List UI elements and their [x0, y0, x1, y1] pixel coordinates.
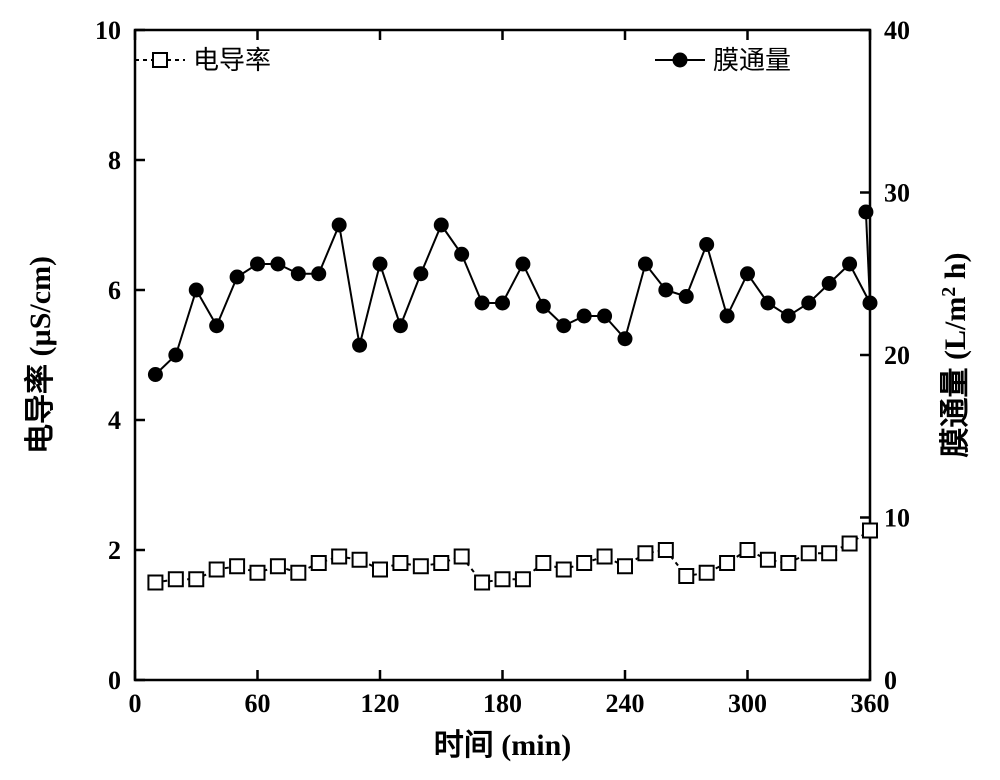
x-tick-label: 300 [728, 689, 767, 718]
yl-tick-label: 2 [108, 536, 121, 565]
marker-conductivity [414, 559, 428, 573]
yr-tick-label: 30 [884, 179, 910, 208]
marker-flux [679, 290, 693, 304]
marker-conductivity [496, 572, 510, 586]
yr-tick-label: 0 [884, 666, 897, 695]
marker-conductivity [720, 556, 734, 570]
marker-flux [230, 270, 244, 284]
legend-marker-conductivity [153, 53, 167, 67]
marker-conductivity [618, 559, 632, 573]
marker-conductivity [761, 553, 775, 567]
marker-conductivity [536, 556, 550, 570]
marker-conductivity [598, 550, 612, 564]
x-tick-label: 60 [245, 689, 271, 718]
yl-tick-label: 6 [108, 276, 121, 305]
marker-flux [291, 267, 305, 281]
marker-flux [373, 257, 387, 271]
marker-conductivity [475, 576, 489, 590]
x-axis-label: 时间 (min) [434, 729, 572, 762]
marker-flux [210, 319, 224, 333]
marker-flux [761, 296, 775, 310]
marker-conductivity [169, 572, 183, 586]
marker-flux [434, 218, 448, 232]
marker-flux [455, 247, 469, 261]
x-tick-label: 240 [606, 689, 645, 718]
marker-conductivity [353, 553, 367, 567]
marker-conductivity [638, 546, 652, 560]
marker-conductivity [843, 537, 857, 551]
y-right-axis-label: 膜通量 (L/m2 h) [938, 252, 972, 457]
legend-label-conductivity: 电导率 [193, 46, 271, 75]
marker-flux [618, 332, 632, 346]
marker-flux [516, 257, 530, 271]
y-left-axis-label: 电导率 (µS/cm) [24, 256, 57, 454]
marker-conductivity [455, 550, 469, 564]
marker-conductivity [230, 559, 244, 573]
marker-conductivity [557, 563, 571, 577]
marker-conductivity [291, 566, 305, 580]
legend-item-flux: 膜通量 [655, 46, 791, 75]
x-tick-label: 180 [483, 689, 522, 718]
marker-conductivity [393, 556, 407, 570]
yl-tick-label: 8 [108, 146, 121, 175]
legend-item-conductivity: 电导率 [135, 46, 271, 75]
marker-conductivity [700, 566, 714, 580]
yl-tick-label: 10 [95, 16, 121, 45]
yr-tick-label: 20 [884, 341, 910, 370]
marker-flux [536, 299, 550, 313]
yr-tick-label: 10 [884, 504, 910, 533]
marker-flux [414, 267, 428, 281]
marker-conductivity [251, 566, 265, 580]
legend-marker-flux [673, 53, 687, 67]
marker-conductivity [802, 546, 816, 560]
yl-tick-label: 0 [108, 666, 121, 695]
marker-flux [598, 309, 612, 323]
marker-flux-end [859, 205, 873, 219]
marker-conductivity [434, 556, 448, 570]
marker-flux [496, 296, 510, 310]
marker-flux [700, 238, 714, 252]
marker-conductivity [822, 546, 836, 560]
marker-conductivity [210, 563, 224, 577]
marker-conductivity [577, 556, 591, 570]
marker-flux [393, 319, 407, 333]
marker-flux [251, 257, 265, 271]
marker-flux [169, 348, 183, 362]
marker-conductivity [332, 550, 346, 564]
x-tick-label: 120 [361, 689, 400, 718]
yl-tick-label: 4 [108, 406, 121, 435]
marker-conductivity [516, 572, 530, 586]
marker-conductivity [189, 572, 203, 586]
marker-conductivity [741, 543, 755, 557]
marker-conductivity [659, 543, 673, 557]
marker-flux [332, 218, 346, 232]
marker-flux [577, 309, 591, 323]
x-tick-label: 0 [129, 689, 142, 718]
marker-flux [353, 338, 367, 352]
marker-flux [822, 277, 836, 291]
marker-flux [638, 257, 652, 271]
marker-flux [781, 309, 795, 323]
marker-conductivity [312, 556, 326, 570]
marker-flux [741, 267, 755, 281]
marker-flux [475, 296, 489, 310]
marker-flux [802, 296, 816, 310]
marker-flux [557, 319, 571, 333]
legend-label-flux: 膜通量 [713, 46, 791, 75]
marker-flux [720, 309, 734, 323]
marker-conductivity [148, 576, 162, 590]
marker-conductivity [271, 559, 285, 573]
marker-flux [271, 257, 285, 271]
marker-flux [659, 283, 673, 297]
marker-conductivity [863, 524, 877, 538]
yr-tick-label: 40 [884, 16, 910, 45]
marker-conductivity [781, 556, 795, 570]
marker-conductivity [679, 569, 693, 583]
marker-conductivity [373, 563, 387, 577]
marker-flux [312, 267, 326, 281]
marker-flux [189, 283, 203, 297]
marker-flux [148, 368, 162, 382]
marker-flux [843, 257, 857, 271]
